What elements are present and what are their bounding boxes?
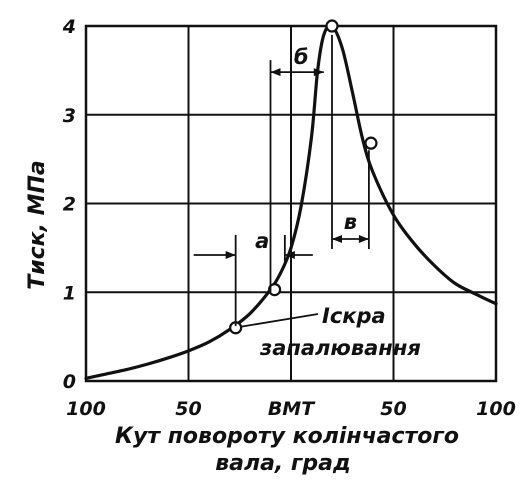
x-tick-label-2: ВМТ — [268, 398, 316, 420]
y-axis-label: Тиск, МПа — [25, 160, 50, 290]
curve-marker-2 — [325, 19, 339, 33]
phase-v-right-arrowhead — [358, 235, 369, 243]
phase-a-label: а — [255, 229, 269, 253]
curve-layer — [84, 19, 498, 380]
x-tick-label-3: 50 — [380, 398, 406, 420]
pressure-curve — [84, 23, 498, 380]
grid — [85, 25, 497, 382]
y-tick-label-2: 2 — [63, 194, 76, 216]
y-tick-label-4: 4 — [62, 16, 76, 38]
y-tick-label-0: 0 — [63, 371, 76, 393]
x-tick-label-0: 100 — [66, 398, 106, 420]
phase-b-right-arrowhead — [313, 68, 324, 77]
x-tick-label-4: 100 — [476, 398, 516, 420]
x-axis-label-line1: Кут повороту колінчастого — [115, 424, 459, 449]
phase-v-left-arrowhead — [332, 235, 342, 243]
spark-leader-line — [240, 313, 319, 328]
curve-marker-1 — [268, 282, 282, 297]
tick-labels: 100 50 ВМТ 50 100 0 1 2 3 4 — [62, 16, 516, 420]
phase-a-right-arrowhead — [284, 250, 295, 259]
axes — [84, 24, 498, 383]
x-tick-label-1: 50 — [175, 398, 201, 420]
plot-frame — [84, 24, 498, 383]
phase-v-label: в — [344, 210, 357, 234]
annotations: а б в — [193, 34, 370, 328]
phase-a-left-arrowhead — [225, 250, 236, 259]
spark-label-line1: Іскра — [322, 304, 386, 328]
spark-label-line2: запалювання — [259, 336, 421, 360]
x-axis-label-line2: вала, град — [215, 451, 351, 476]
phase-b-label: б — [294, 45, 309, 69]
phase-b-left-arrowhead — [270, 68, 281, 77]
y-tick-label-1: 1 — [63, 282, 76, 304]
y-tick-label-3: 3 — [63, 105, 76, 127]
curve-marker-3 — [364, 136, 378, 150]
